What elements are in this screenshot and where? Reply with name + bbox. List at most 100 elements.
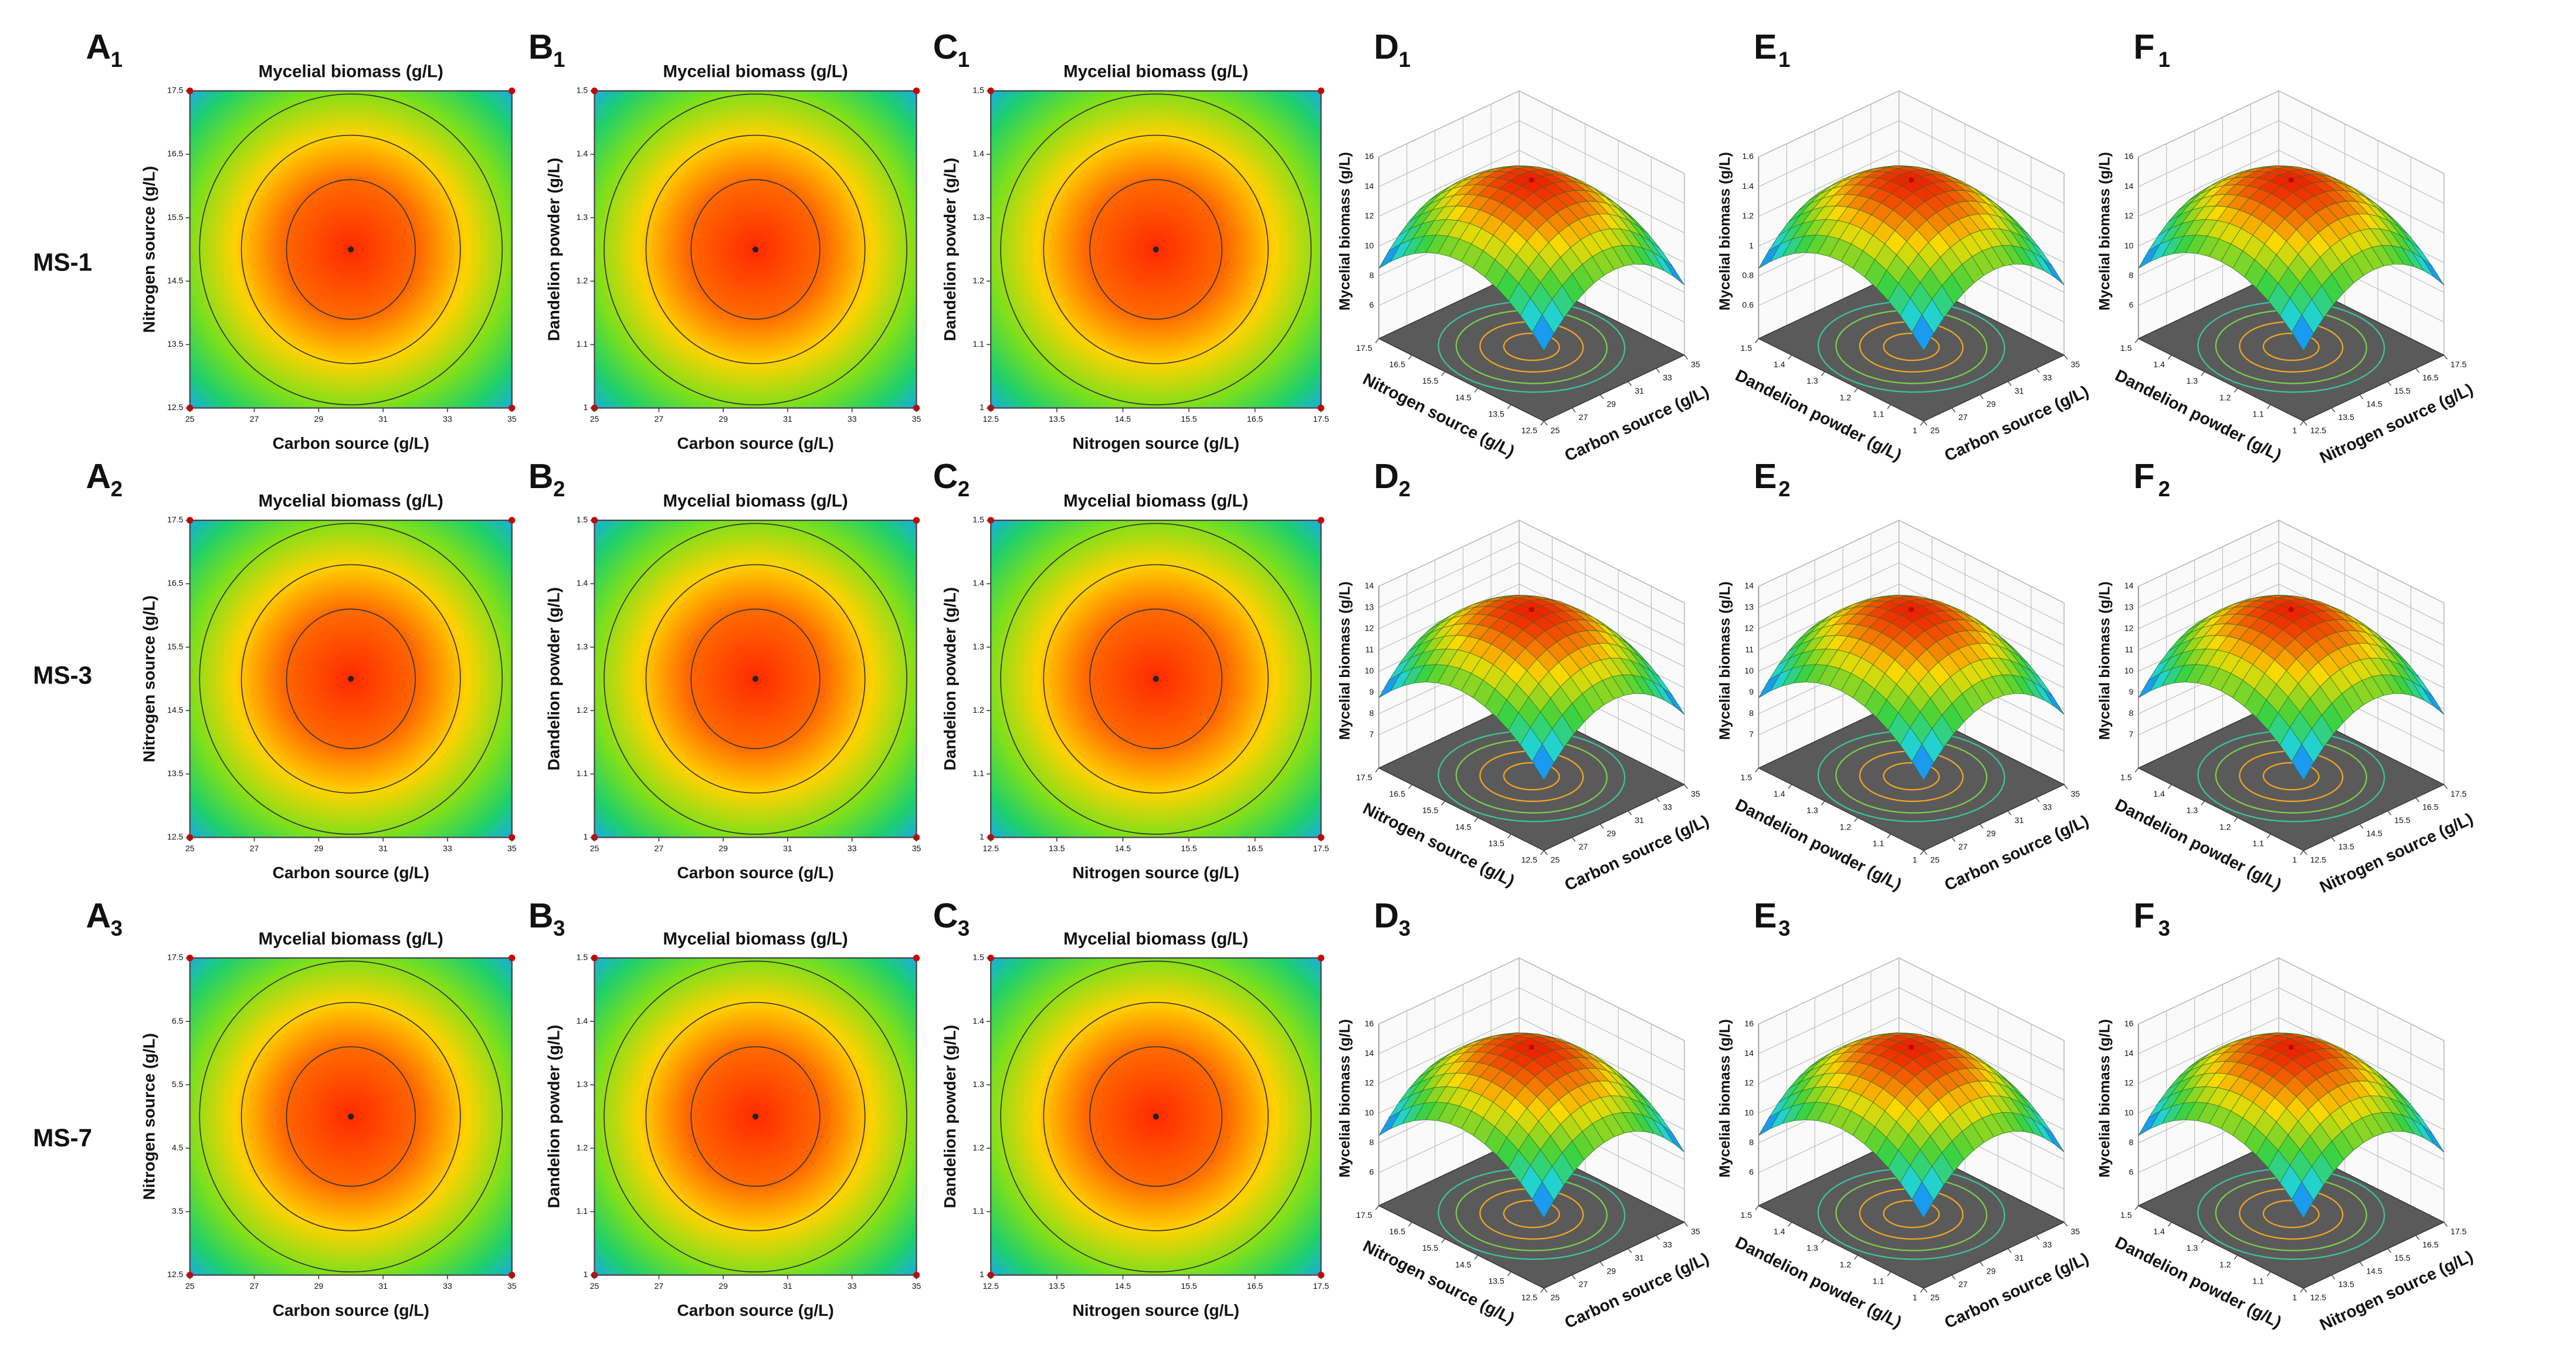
x-tick [2303,1288,2307,1293]
panel-label: B [528,27,554,66]
panel-subscript: 3 [111,916,123,940]
y-tick-label: 1.4 [972,149,984,158]
y-axis-label: Dandelion powder (g/L) [941,1025,959,1208]
floor-contour [1883,762,1940,791]
y-tick-label: 4.5 [172,1143,184,1152]
z-grid-line [2138,541,2445,625]
y-tick [2134,1205,2139,1210]
contour-line [690,1046,821,1187]
y-tick [2300,850,2304,855]
x-tick-label: 27 [1579,1279,1588,1289]
x-tick-label: 35 [2070,1227,2080,1236]
panel-title: Mycelial biomass (g/L) [1063,62,1248,82]
y-tick-label: 1 [2292,855,2297,865]
y-tick-label: 1 [979,402,984,412]
floor-contour [1835,739,1988,814]
x-tick-label: 12.5 [983,1281,999,1291]
y-tick-label: 1.5 [972,953,984,962]
y-tick [1408,354,1412,360]
y-tick-label: 1.1 [972,339,984,348]
x-tick-label: 12.5 [2310,426,2327,435]
plot-frame [594,90,917,409]
floor-contour [1817,300,2006,393]
panel-subscript: 3 [553,916,565,940]
design-point [509,954,516,961]
z-tick-label: 14 [2124,181,2134,191]
z-tick-label: 14 [1365,1048,1374,1058]
y-tick-label: 1.1 [2252,409,2264,418]
floor-contour [1835,309,1988,384]
z-tick-label: 8 [2129,270,2134,280]
y-tick-label: 1.2 [1839,822,1851,831]
x-tick [2359,824,2364,829]
contour-line [604,523,907,835]
x-tick-label: 33 [2043,803,2052,812]
design-point [2288,177,2294,183]
x-tick [2035,368,2040,373]
y-tick [1408,784,1412,789]
panel-subscript: 1 [111,48,123,72]
z-tick-label: 12 [1744,624,1754,633]
x-tick [2331,837,2336,842]
z-tick-label: 13 [1365,602,1374,611]
x-axis-label: Carbon source (g/L) [273,1301,429,1319]
y-tick [1441,801,1446,806]
y-tick-label: 1.1 [1873,838,1884,848]
x-tick-label: 14.5 [2366,1267,2382,1276]
y-tick-label: 1.3 [577,642,588,651]
z-tick-label: 6 [1370,300,1374,310]
x-tick-label: 35 [1691,360,1700,369]
x-tick [2035,797,2040,803]
x-tick-label: 25 [185,844,195,853]
floor-contour [2215,739,2368,814]
y-tick-label: 1.5 [2120,343,2132,353]
z-grid-line [1758,987,2065,1071]
surface-facet [1911,1181,1934,1219]
z-tick-label: 12 [1365,1078,1374,1088]
design-point [1909,607,1914,612]
y-tick-label: 15.5 [1422,1243,1439,1252]
z-grid-line [1758,541,2065,625]
floor-contour [1479,321,1584,373]
x-tick [2007,810,2012,815]
z-tick-label: 9 [1370,687,1374,696]
contour-line [645,564,866,794]
y-tick-label: 1.2 [1839,392,1851,402]
contour-line [240,564,461,794]
x-tick-label: 33 [443,414,452,424]
design-point [509,517,516,524]
x-tick-label: 16.5 [2422,373,2439,382]
z-tick-label: 8 [1370,708,1374,717]
panel-subscript: 1 [1778,48,1790,72]
panel-subscript: 2 [1778,477,1790,501]
y-tick-label: 1 [1913,1293,1917,1302]
y-tick-label: 1 [979,832,984,841]
floor-contour [1817,1168,2006,1260]
z-tick-label: 7 [2129,730,2134,739]
y-tick-label: 1.4 [972,578,984,588]
y-tick [1920,1288,1924,1293]
x-tick-label: 13.5 [1049,414,1065,424]
y-tick [1507,834,1511,839]
floor-contour [2215,1176,2368,1251]
design-point [913,87,920,94]
floor-contour [1503,1200,1560,1228]
z-tick-label: 1.6 [1742,151,1754,161]
x-tick-label: 25 [590,1281,599,1291]
floor-contour [2239,750,2344,803]
x-tick-label: 31 [2015,386,2024,395]
z-tick-label: 6 [2129,1167,2134,1177]
panel-label: E [1754,27,1777,66]
y-tick [1408,1222,1412,1227]
x-tick-label: 12.5 [2310,855,2327,865]
floor-contour [1438,1168,1626,1260]
surface-facet [1531,1181,1554,1219]
x-tick-label: 14.5 [1115,414,1131,424]
y-tick [1540,1288,1544,1293]
y-tick-label: 1.4 [1774,789,1785,798]
x-tick-label: 35 [1691,1227,1700,1236]
floor-contour [1479,1188,1584,1240]
x-tick-label: 27 [1958,412,1968,422]
design-point [1317,517,1324,524]
